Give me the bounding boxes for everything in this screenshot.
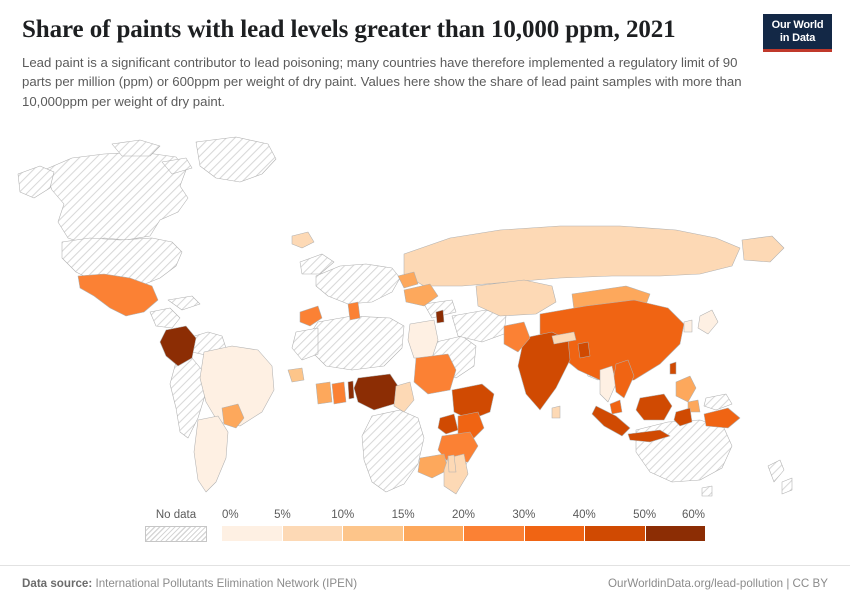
- legend-bin-2[interactable]: [343, 526, 404, 541]
- legend-bin-1[interactable]: [282, 526, 343, 541]
- legend-no-data-swatch: [145, 526, 207, 542]
- legend-color-scale[interactable]: 0% 5% 10% 15% 20% 30% 40% 50% 60%: [222, 508, 705, 541]
- chart-footer: Data source: International Pollutants El…: [0, 565, 850, 600]
- legend-tick-labels: 0% 5% 10% 15% 20% 30% 40% 50% 60%: [222, 508, 705, 522]
- legend-bins: [222, 526, 705, 541]
- world-map[interactable]: [0, 126, 850, 506]
- legend-tick-5: 30%: [512, 509, 536, 521]
- owid-logo[interactable]: Our World in Data: [763, 14, 832, 52]
- legend-bin-3[interactable]: [403, 526, 464, 541]
- chart-subtitle: Lead paint is a significant contributor …: [22, 55, 742, 109]
- owid-logo-line1: Our World: [771, 19, 824, 31]
- legend-tick-4: 20%: [451, 509, 476, 521]
- world-map-svg[interactable]: [0, 126, 850, 506]
- chart-header: Share of paints with lead levels greater…: [0, 0, 850, 111]
- data-source: Data source: International Pollutants El…: [22, 577, 357, 590]
- legend-tick-0: 0%: [222, 509, 239, 521]
- data-source-label: Data source:: [22, 576, 93, 590]
- legend-bin-7[interactable]: [645, 526, 705, 541]
- page-title: Share of paints with lead levels greater…: [22, 16, 676, 43]
- map-legend: No data 0% 5% 10% 15% 20% 30% 40% 50% 60%: [0, 508, 850, 552]
- legend-bin-6[interactable]: [585, 526, 646, 541]
- legend-no-data-label: No data: [155, 509, 197, 521]
- legend-tick-8: 60%: [681, 509, 705, 521]
- legend-tick-2: 10%: [331, 509, 355, 521]
- legend-tick-7: 50%: [633, 509, 657, 521]
- legend-bin-4[interactable]: [464, 526, 525, 541]
- data-source-text: International Pollutants Elimination Net…: [95, 576, 358, 590]
- legend-tick-1: 5%: [274, 509, 291, 521]
- legend-bin-5[interactable]: [524, 526, 585, 541]
- owid-logo-line2: in Data: [779, 31, 816, 44]
- legend-bin-0[interactable]: [222, 526, 283, 541]
- legend-tick-3: 15%: [391, 509, 415, 521]
- map-countries-data: [77, 225, 785, 495]
- legend-no-data[interactable]: No data: [145, 508, 207, 542]
- attribution[interactable]: OurWorldinData.org/lead-pollution | CC B…: [608, 576, 828, 590]
- legend-tick-6: 40%: [572, 509, 596, 521]
